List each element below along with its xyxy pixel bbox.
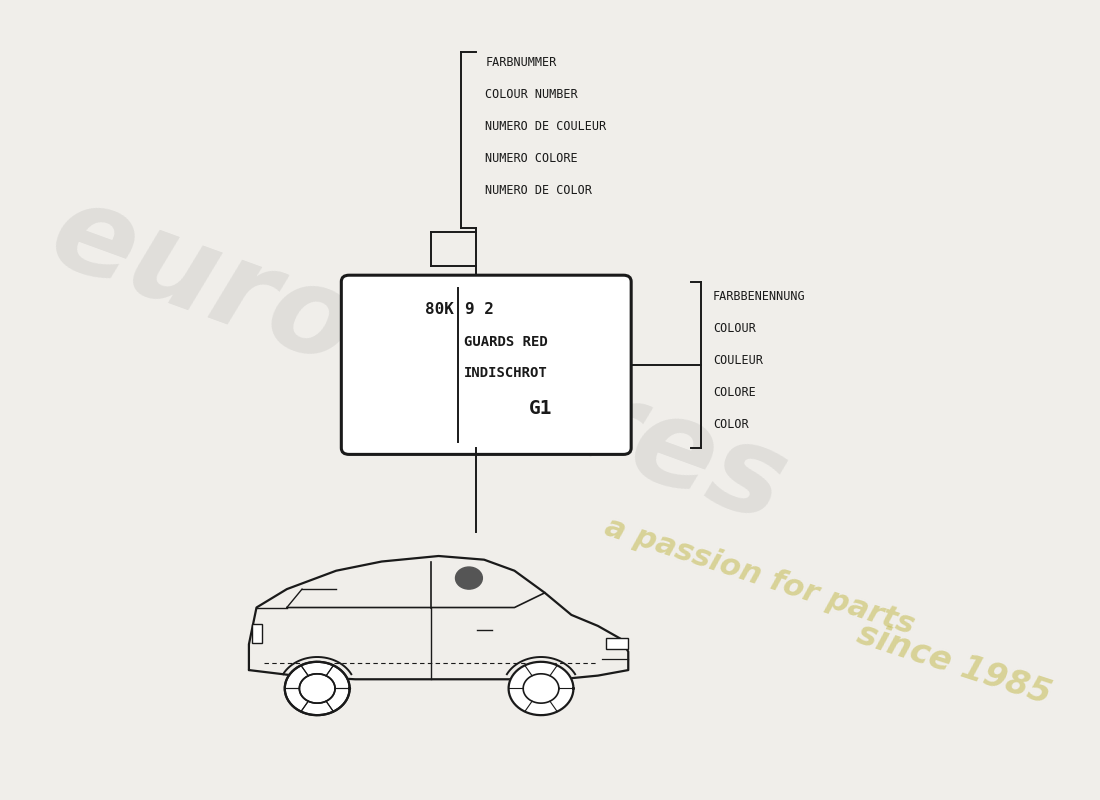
Circle shape	[508, 662, 573, 715]
Text: COULEUR: COULEUR	[713, 354, 762, 366]
Text: GUARDS RED: GUARDS RED	[464, 335, 548, 349]
Text: G1: G1	[529, 399, 552, 418]
Text: NUMERO COLORE: NUMERO COLORE	[485, 152, 578, 165]
Text: a passion for parts: a passion for parts	[601, 512, 918, 640]
Text: COLOUR: COLOUR	[713, 322, 756, 334]
FancyBboxPatch shape	[341, 275, 631, 454]
Text: INDISCHROT: INDISCHROT	[464, 366, 548, 380]
Text: since 1985: since 1985	[852, 617, 1055, 711]
Text: COLORE: COLORE	[713, 386, 756, 398]
Circle shape	[285, 662, 350, 715]
Text: NUMERO DE COULEUR: NUMERO DE COULEUR	[485, 120, 606, 133]
Text: FARBBENENNUNG: FARBBENENNUNG	[713, 290, 805, 302]
Text: FARBNUMMER: FARBNUMMER	[485, 56, 557, 69]
Text: 9 2: 9 2	[465, 302, 494, 317]
Text: eurospares: eurospares	[36, 173, 802, 547]
Bar	[606, 638, 628, 649]
Circle shape	[455, 567, 483, 589]
Text: COLOUR NUMBER: COLOUR NUMBER	[485, 88, 578, 101]
Text: NUMERO DE COLOR: NUMERO DE COLOR	[485, 184, 592, 197]
Text: COLOR: COLOR	[713, 418, 748, 430]
Bar	[252, 624, 262, 643]
Text: 80K: 80K	[426, 302, 454, 317]
